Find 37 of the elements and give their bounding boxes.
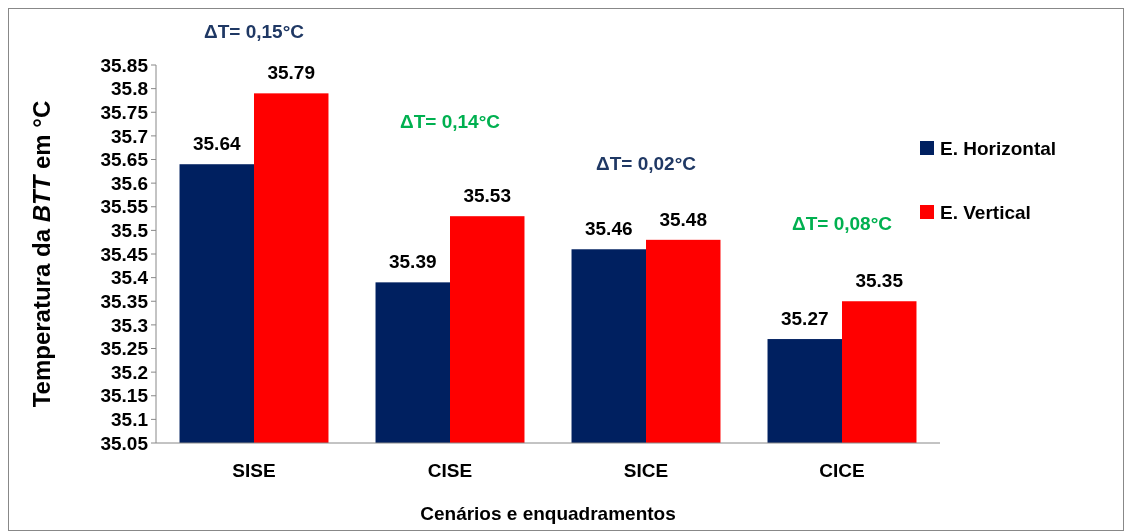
y-tick-label: 35.2 — [111, 361, 148, 383]
y-tick-label: 35.35 — [100, 290, 149, 312]
y-tick-label: 35.1 — [111, 409, 149, 431]
data-label: 35.46 — [584, 218, 633, 240]
annotation: ΔT= 0,02°C — [596, 152, 697, 174]
text: ΔT= 0,15°C — [204, 21, 305, 43]
y-tick-label: 35.85 — [100, 54, 149, 76]
y-tick-label: 35.65 — [100, 149, 149, 171]
x-tick-label: SICE — [623, 460, 669, 481]
y-tick-label: 35.75 — [100, 101, 149, 123]
y-tick-label: 35.4 — [111, 267, 149, 289]
legend-label: E. Vertical — [940, 201, 1031, 223]
y-tick-label: 35.05 — [100, 432, 149, 454]
x-axis-title: Cenários e enquadramentos — [420, 503, 676, 524]
y-tick-label: 35.55 — [100, 196, 149, 218]
x-tick-label: SISE — [232, 460, 276, 481]
annotation: ΔT= 0,14°C — [400, 111, 501, 133]
x-tick-label: CISE — [427, 460, 473, 481]
data-label: 35.53 — [463, 185, 512, 207]
y-tick-label: 35.25 — [100, 338, 149, 360]
y-tick-label: 35.8 — [111, 78, 148, 100]
data-label: 35.27 — [780, 308, 829, 330]
legend-label: E. Horizontal — [940, 137, 1057, 159]
y-axis-title: Temperatura da BTT em °C — [28, 100, 55, 408]
y-tick-label: 35.45 — [100, 243, 149, 265]
data-label: 35.39 — [388, 251, 437, 273]
annotation: ΔT= 0,08°C — [792, 213, 893, 235]
y-tick-label: 35.5 — [111, 220, 149, 242]
y-tick-label: 35.7 — [111, 125, 148, 147]
data-label: 35.48 — [659, 208, 708, 230]
y-tick-label: 35.3 — [111, 314, 148, 336]
y-tick-label: 35.6 — [111, 172, 148, 194]
data-label: 35.79 — [267, 62, 316, 84]
data-label: 35.64 — [192, 133, 241, 155]
x-tick-label: CICE — [819, 460, 865, 481]
y-tick-label: 35.15 — [100, 385, 149, 407]
data-label: 35.35 — [855, 270, 904, 292]
